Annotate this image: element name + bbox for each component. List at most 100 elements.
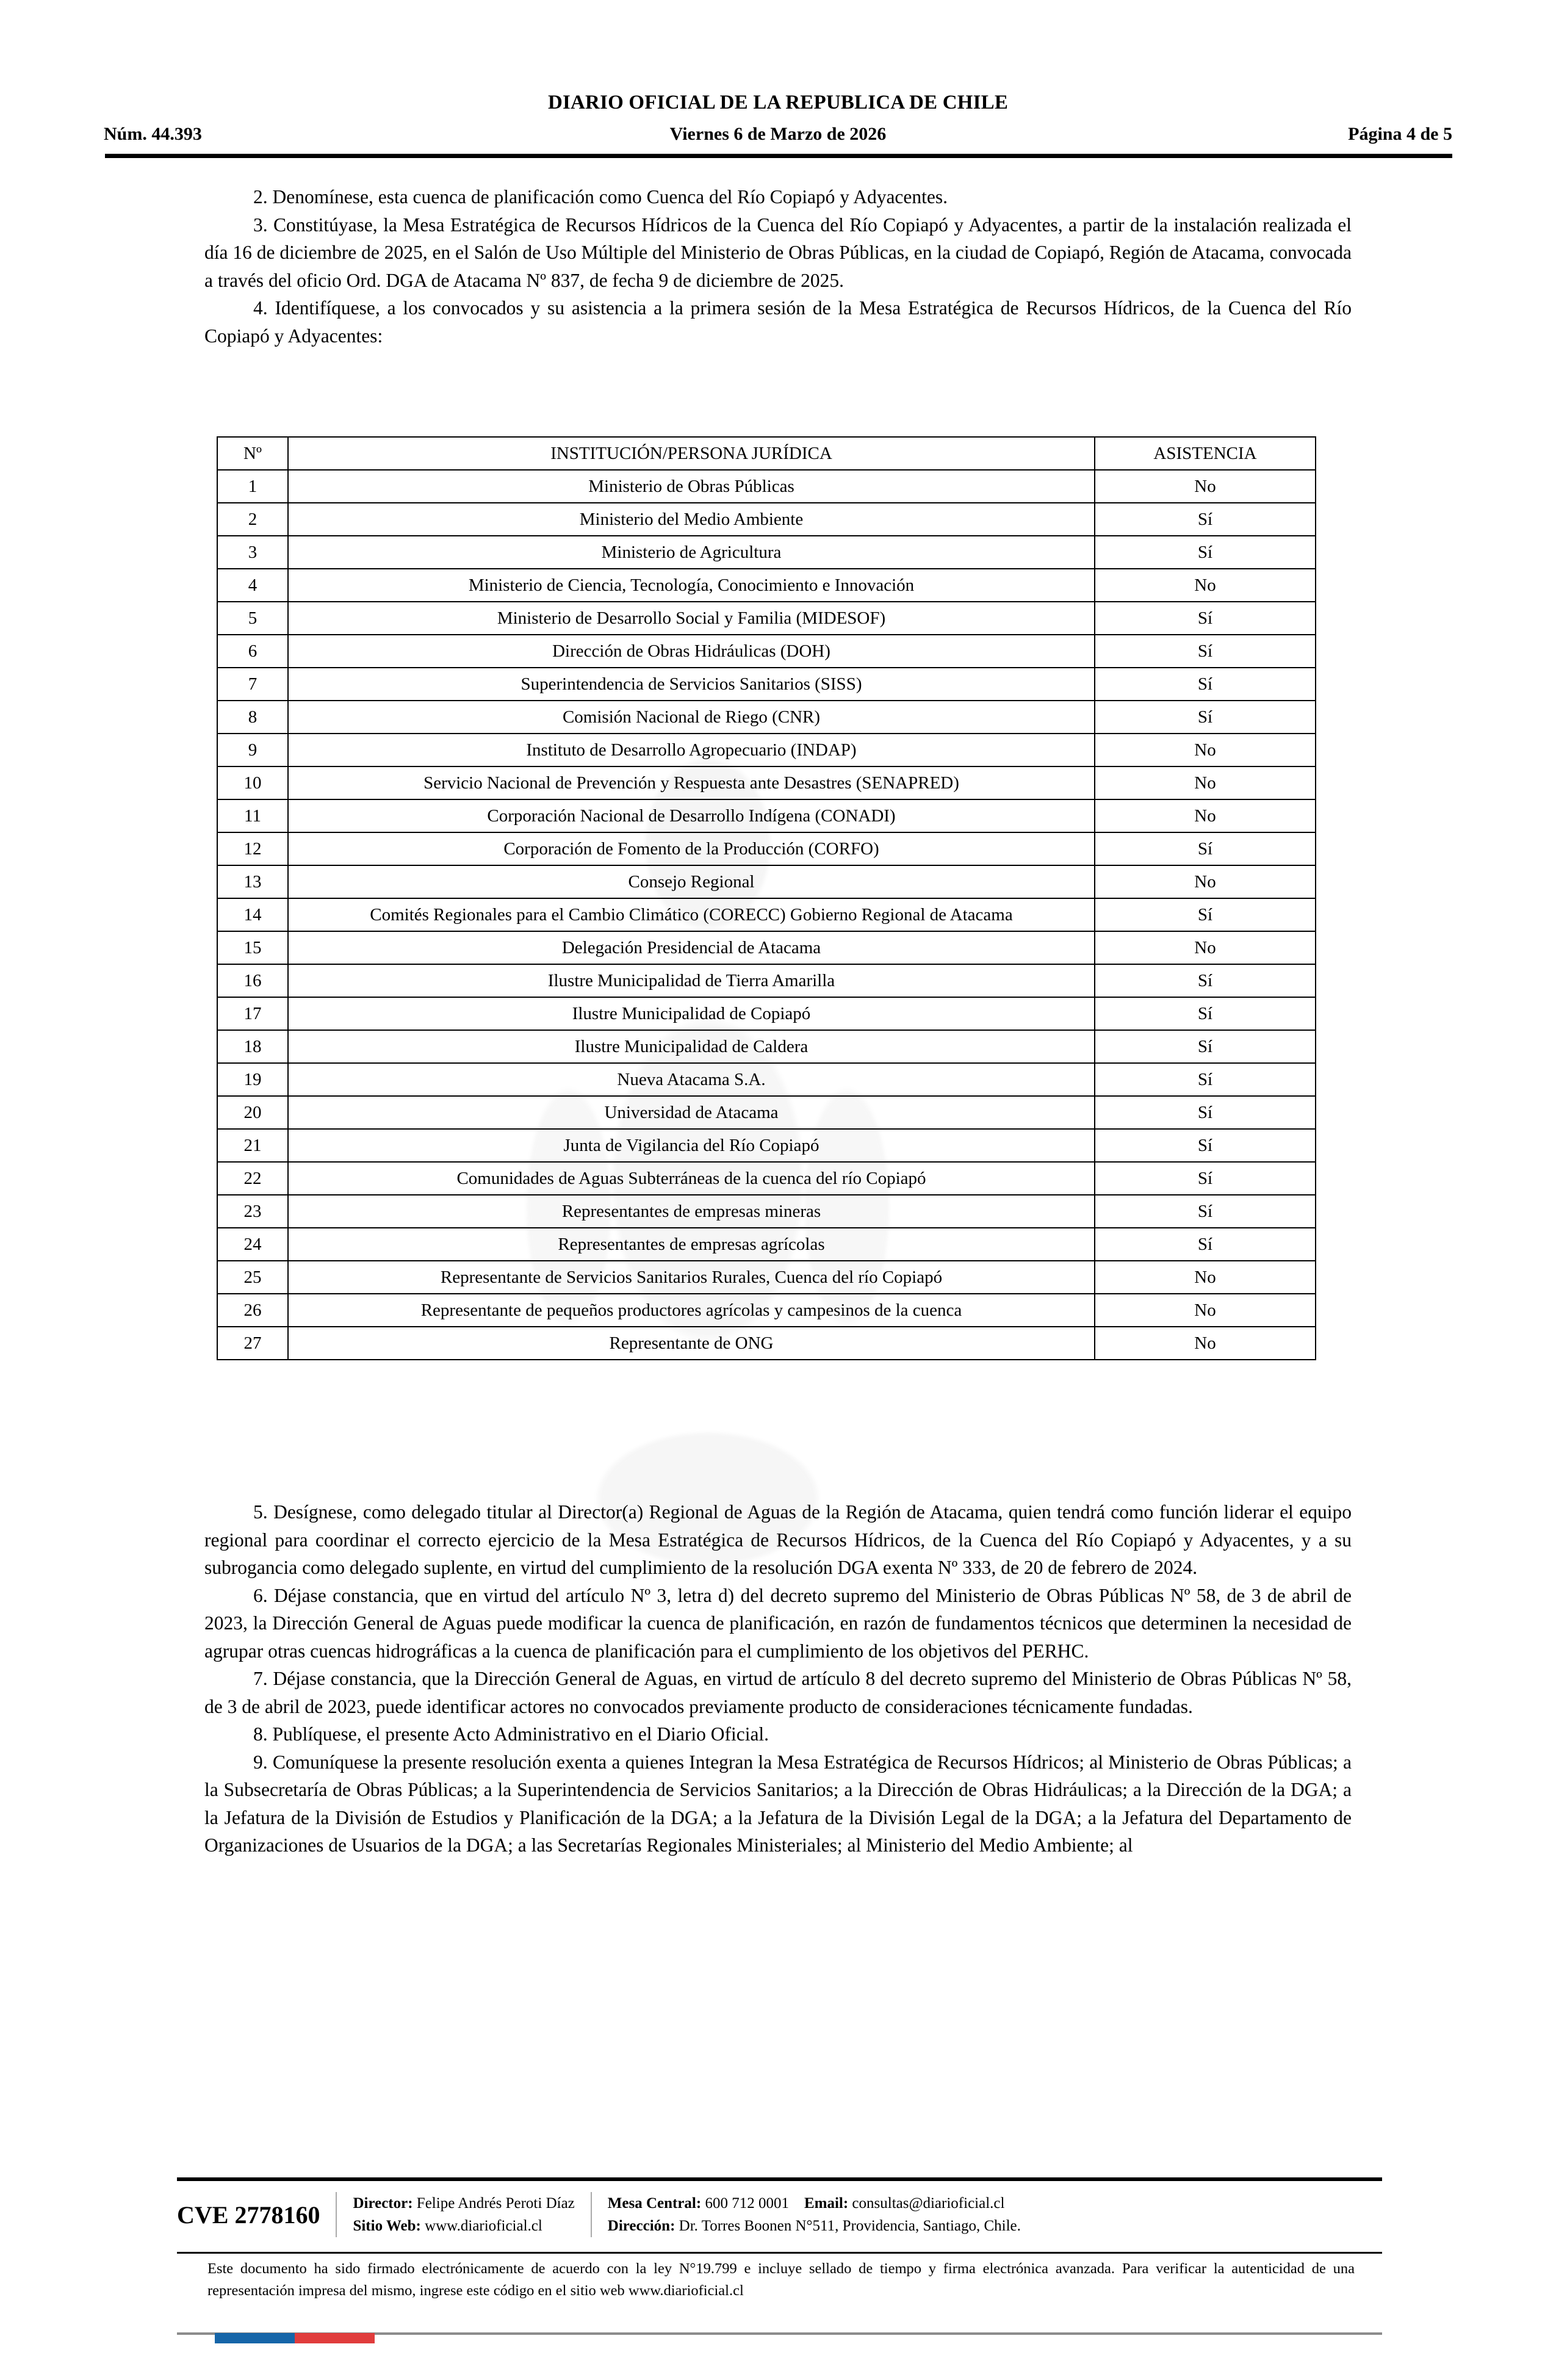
cell-institucion: Ilustre Municipalidad de Caldera xyxy=(287,1030,1095,1064)
cell-num: 3 xyxy=(217,535,289,569)
cell-num: 24 xyxy=(217,1227,289,1261)
cell-num: 1 xyxy=(217,469,289,503)
table-row: 19 Nueva Atacama S.A. Sí xyxy=(217,1062,1316,1097)
col-header-num: Nº xyxy=(217,436,289,471)
website-line: Sitio Web: www.diarioficial.cl xyxy=(353,2215,574,2237)
cell-asistencia: No xyxy=(1094,1326,1316,1360)
cell-institucion: Ministerio de Ciencia, Tecnología, Conoc… xyxy=(287,568,1095,602)
cell-num: 9 xyxy=(217,733,289,767)
email-label: Email: xyxy=(804,2195,849,2212)
table-row: 12 Corporación de Fomento de la Producció… xyxy=(217,832,1316,866)
body-content-bottom: 5. Desígnese, como delegado titular al D… xyxy=(204,1498,1352,1859)
chile-flag-bar xyxy=(215,2333,375,2343)
flag-red-segment xyxy=(295,2333,375,2343)
website-label: Sitio Web: xyxy=(353,2218,421,2234)
cell-asistencia: Sí xyxy=(1094,667,1316,701)
legal-divider xyxy=(177,2252,1382,2254)
cell-institucion: Universidad de Atacama xyxy=(287,1095,1095,1130)
table-row: 24 Representantes de empresas agrícolas Sí xyxy=(217,1227,1316,1261)
cell-asistencia: Sí xyxy=(1094,997,1316,1031)
cell-institucion: Ministerio de Agricultura xyxy=(287,535,1095,569)
cell-institucion: Ministerio de Desarrollo Social y Famili… xyxy=(287,601,1095,635)
switchboard-value: 600 712 0001 xyxy=(705,2195,789,2212)
cell-institucion: Ilustre Municipalidad de Tierra Amarilla xyxy=(287,964,1095,998)
masthead-meta-row: Núm. 44.393 Viernes 6 de Marzo de 2026 P… xyxy=(104,124,1452,145)
cve-code: CVE 2778160 xyxy=(177,2201,320,2229)
cell-num: 11 xyxy=(217,799,289,833)
cell-asistencia: Sí xyxy=(1094,1128,1316,1163)
cell-asistencia: Sí xyxy=(1094,898,1316,932)
cell-num: 25 xyxy=(217,1260,289,1294)
footer-divider xyxy=(177,2177,1382,2181)
cell-num: 6 xyxy=(217,634,289,668)
cell-institucion: Servicio Nacional de Prevención y Respue… xyxy=(287,766,1095,800)
table-row: 5 Ministerio de Desarrollo Social y Famil… xyxy=(217,601,1316,635)
cell-asistencia: Sí xyxy=(1094,535,1316,569)
clause-3: 3. Constitúyase, la Mesa Estratégica de … xyxy=(204,214,1352,291)
table-row: 1 Ministerio de Obras Públicas No xyxy=(217,469,1316,503)
table-row: 4 Ministerio de Ciencia, Tecnología, Cono… xyxy=(217,568,1316,602)
issue-number: Núm. 44.393 xyxy=(104,124,202,144)
table-row: 8 Comisión Nacional de Riego (CNR) Sí xyxy=(217,700,1316,734)
cell-institucion: Instituto de Desarrollo Agropecuario (IN… xyxy=(287,733,1095,767)
table-row: 11 Corporación Nacional de Desarrollo Ind… xyxy=(217,799,1316,833)
cell-institucion: Representantes de empresas mineras xyxy=(287,1194,1095,1228)
table-row: 7 Superintendencia de Servicios Sanitario… xyxy=(217,667,1316,701)
cell-asistencia: Sí xyxy=(1094,1194,1316,1228)
footer: CVE 2778160 Director: Felipe Andrés Pero… xyxy=(177,2192,1382,2237)
table-row: 20 Universidad de Atacama Sí xyxy=(217,1095,1316,1130)
cell-asistencia: Sí xyxy=(1094,700,1316,734)
cell-num: 8 xyxy=(217,700,289,734)
publication-title: DIARIO OFICIAL DE LA REPUBLICA DE CHILE xyxy=(547,92,1009,114)
cell-num: 13 xyxy=(217,865,289,899)
table-row: 2 Ministerio del Medio Ambiente Sí xyxy=(217,502,1316,536)
cell-num: 21 xyxy=(217,1128,289,1163)
cell-asistencia: Sí xyxy=(1094,1062,1316,1097)
cell-asistencia: No xyxy=(1094,865,1316,899)
table-row: 6 Dirección de Obras Hidráulicas (DOH) Sí xyxy=(217,634,1316,668)
cell-institucion: Corporación Nacional de Desarrollo Indíg… xyxy=(287,799,1095,833)
cell-num: 16 xyxy=(217,964,289,998)
cell-asistencia: Sí xyxy=(1094,1227,1316,1261)
cell-institucion: Comités Regionales para el Cambio Climát… xyxy=(287,898,1095,932)
cell-institucion: Delegación Presidencial de Atacama xyxy=(287,931,1095,965)
address-value: Dr. Torres Boonen N°511, Providencia, Sa… xyxy=(679,2218,1021,2234)
cell-institucion: Representantes de empresas agrícolas xyxy=(287,1227,1095,1261)
switchboard-label: Mesa Central: xyxy=(607,2195,702,2212)
cell-num: 2 xyxy=(217,502,289,536)
table-row: 14 Comités Regionales para el Cambio Clim… xyxy=(217,898,1316,932)
footer-separator-2 xyxy=(590,2192,592,2237)
col-header-asistencia: ASISTENCIA xyxy=(1094,436,1316,471)
table-row: 21 Junta de Vigilancia del Río Copiapó Sí xyxy=(217,1128,1316,1163)
cell-num: 20 xyxy=(217,1095,289,1130)
director-label: Director: xyxy=(353,2195,413,2212)
cell-num: 14 xyxy=(217,898,289,932)
cell-asistencia: No xyxy=(1094,568,1316,602)
cell-asistencia: No xyxy=(1094,733,1316,767)
cell-institucion: Nueva Atacama S.A. xyxy=(287,1062,1095,1097)
col-header-institucion: INSTITUCIÓN/PERSONA JURÍDICA xyxy=(287,436,1095,471)
bottom-gray-rule xyxy=(177,2332,1382,2335)
email-value[interactable]: consultas@diarioficial.cl xyxy=(852,2195,1005,2212)
contact-line-2: Dirección: Dr. Torres Boonen N°511, Prov… xyxy=(608,2215,1021,2237)
issue-date: Viernes 6 de Marzo de 2026 xyxy=(669,124,887,144)
clause-4: 4. Identifíquese, a los convocados y su … xyxy=(204,297,1352,347)
flag-blue-segment xyxy=(215,2333,295,2343)
clause-9: 9. Comuníquese la presente resolución ex… xyxy=(204,1751,1352,1856)
table-row: 23 Representantes de empresas mineras Sí xyxy=(217,1194,1316,1228)
cell-asistencia: No xyxy=(1094,799,1316,833)
cell-num: 17 xyxy=(217,997,289,1031)
clause-5: 5. Desígnese, como delegado titular al D… xyxy=(204,1501,1352,1578)
cell-asistencia: No xyxy=(1094,1293,1316,1327)
cell-asistencia: No xyxy=(1094,931,1316,965)
website-value[interactable]: www.diarioficial.cl xyxy=(425,2218,542,2234)
cell-asistencia: No xyxy=(1094,766,1316,800)
cell-num: 15 xyxy=(217,931,289,965)
cell-institucion: Junta de Vigilancia del Río Copiapó xyxy=(287,1128,1095,1163)
clause-8: 8. Publíquese, el presente Acto Administ… xyxy=(253,1723,769,1745)
body-content-top: 2. Denomínese, esta cuenca de planificac… xyxy=(204,183,1352,350)
table-row: 15 Delegación Presidencial de Atacama No xyxy=(217,931,1316,965)
legal-notice: Este documento ha sido firmado electróni… xyxy=(207,2260,1355,2299)
table-row: 27 Representante de ONG No xyxy=(217,1326,1316,1360)
cell-asistencia: No xyxy=(1094,1260,1316,1294)
